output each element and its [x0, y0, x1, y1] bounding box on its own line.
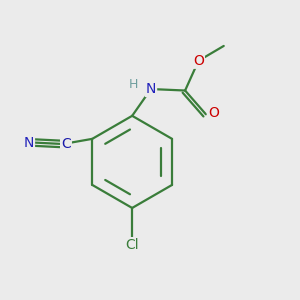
Text: N: N: [24, 136, 34, 149]
Text: O: O: [208, 106, 219, 120]
Text: H: H: [128, 78, 138, 91]
Text: N: N: [146, 82, 156, 96]
Text: Cl: Cl: [125, 238, 139, 252]
Text: C: C: [61, 137, 71, 151]
Text: O: O: [193, 54, 204, 68]
